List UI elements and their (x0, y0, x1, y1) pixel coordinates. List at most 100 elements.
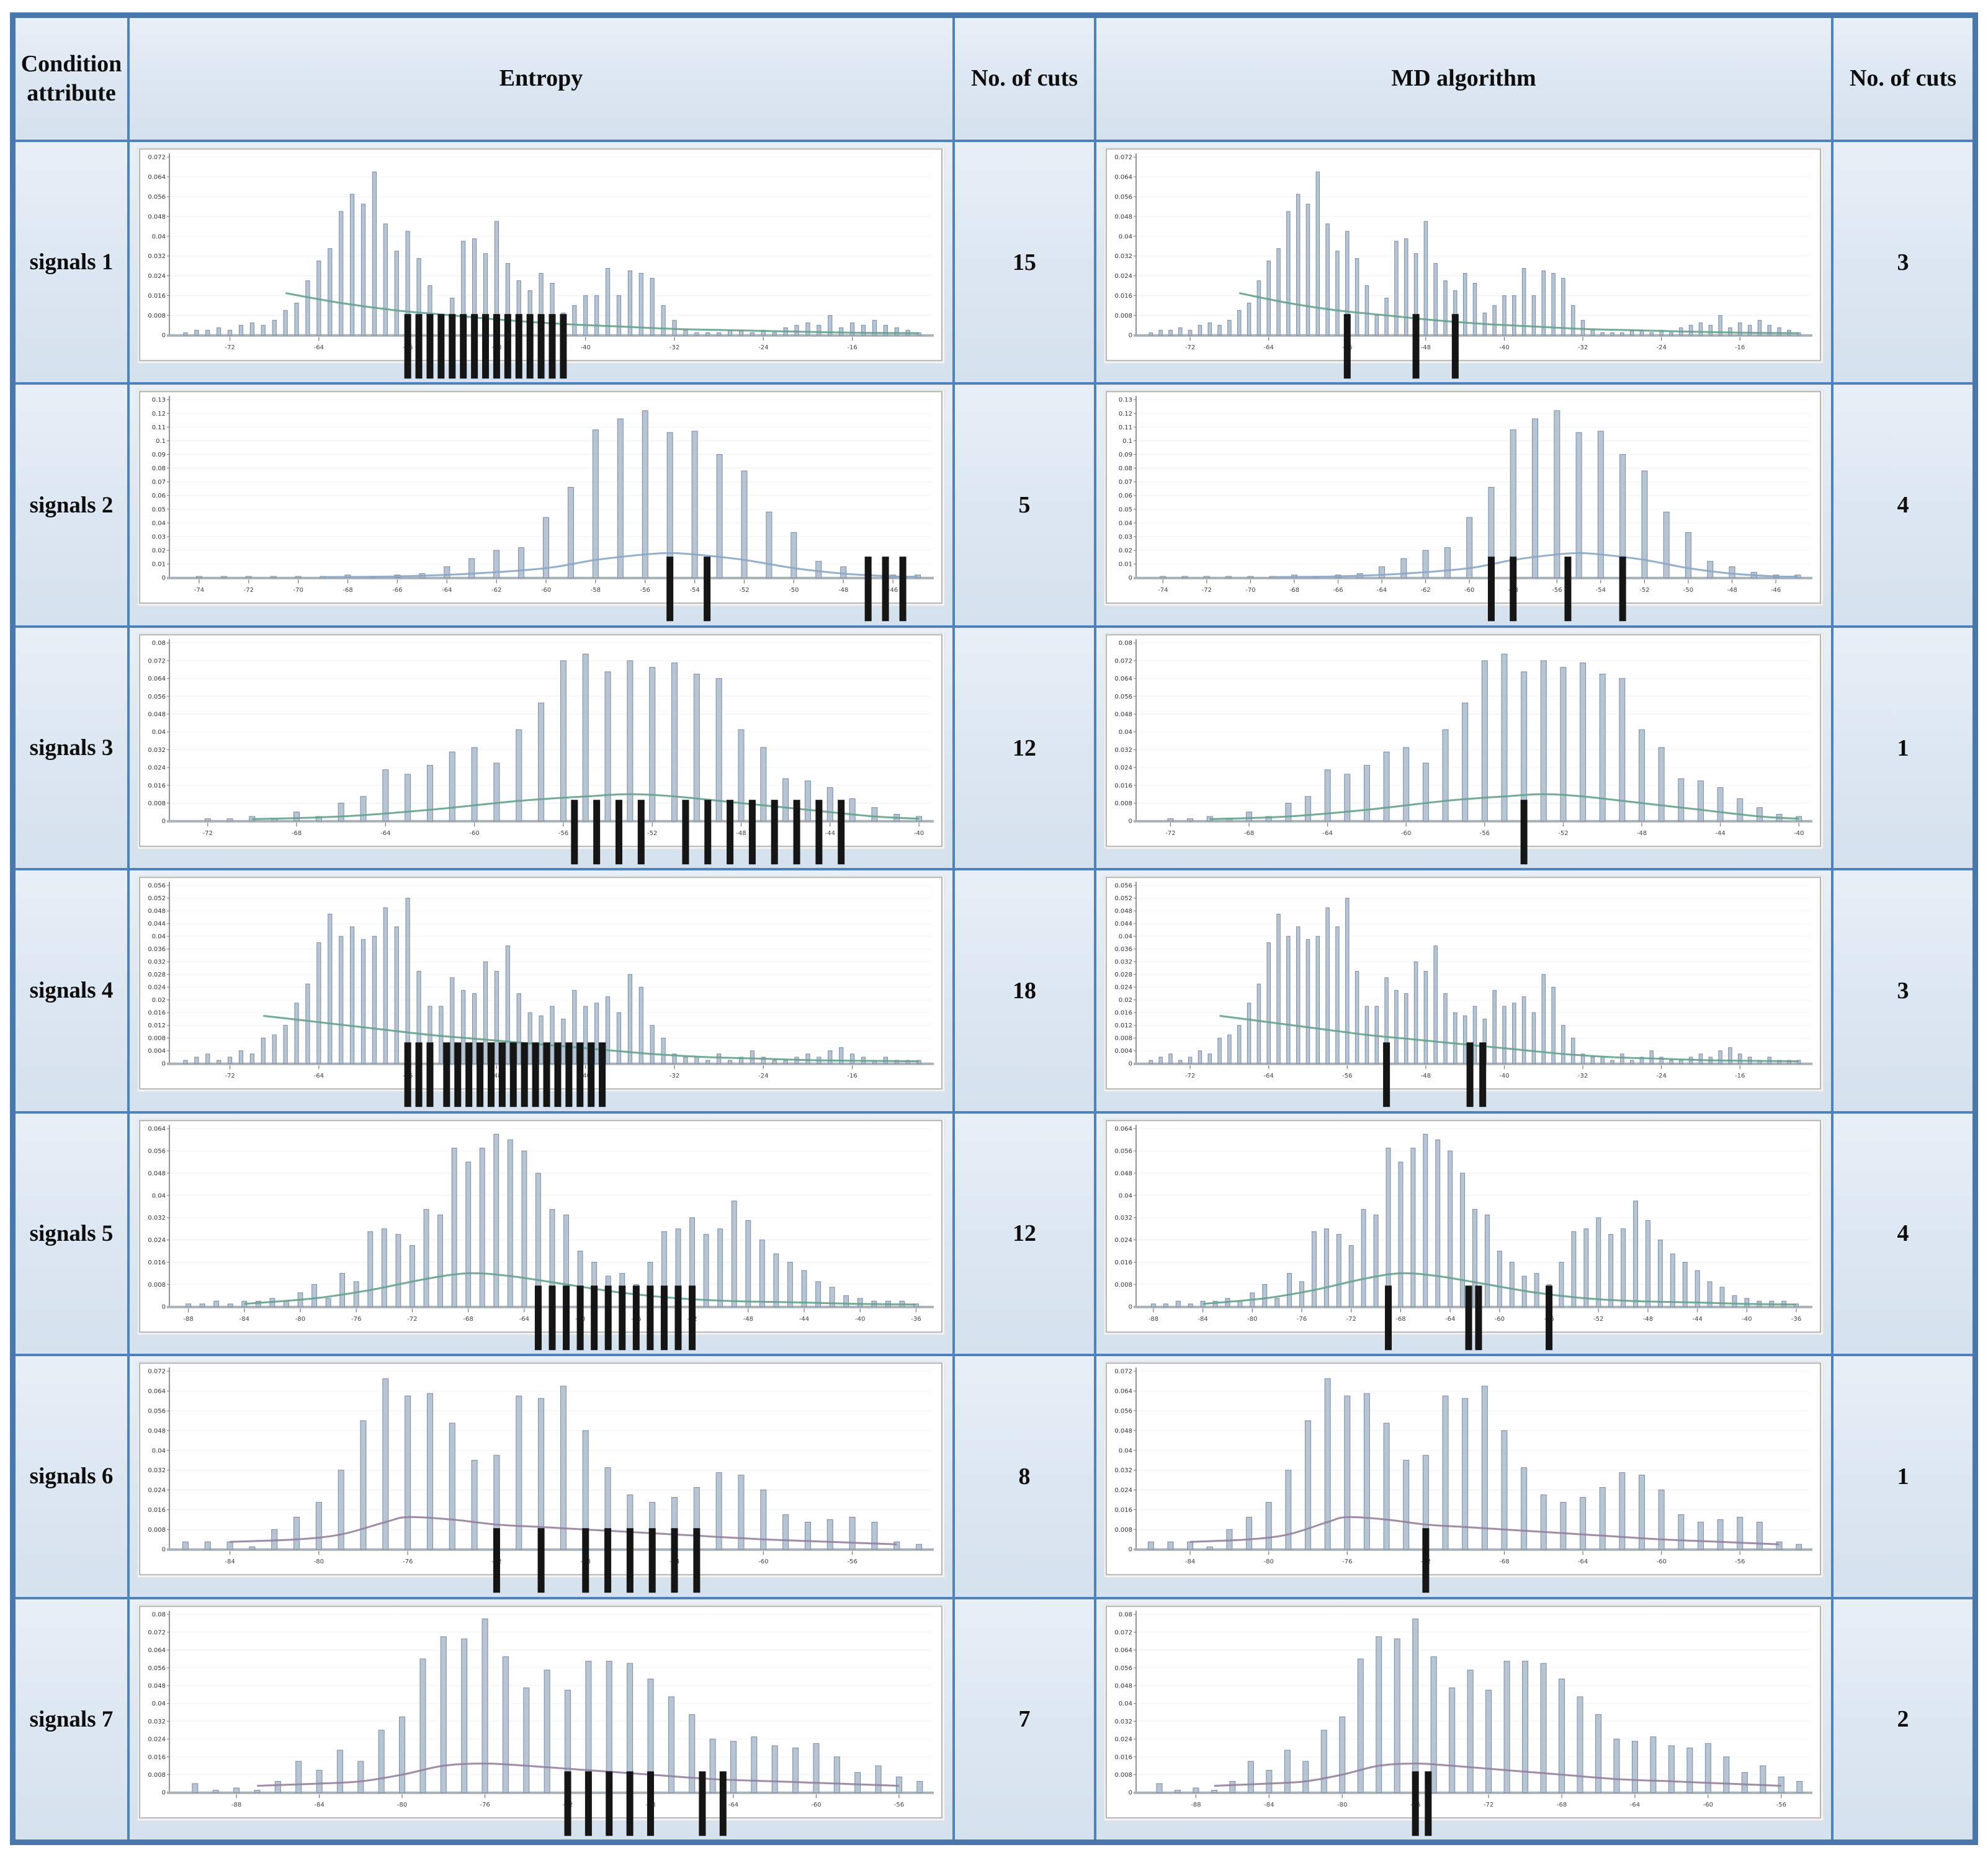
svg-text:-56: -56 (847, 1558, 857, 1565)
svg-text:-72: -72 (244, 588, 254, 594)
svg-text:-68: -68 (343, 588, 352, 594)
svg-text:-36: -36 (1791, 1316, 1801, 1323)
cuts-count-value: 3 (1897, 249, 1909, 275)
svg-text:0.016: 0.016 (148, 1507, 166, 1514)
svg-text:0.016: 0.016 (148, 1754, 166, 1761)
entropy-cuts-count-signals-6: 8 (955, 1356, 1094, 1597)
svg-text:0.052: 0.052 (1114, 895, 1132, 902)
svg-text:-56: -56 (894, 1802, 904, 1808)
svg-text:0.016: 0.016 (1114, 1507, 1132, 1514)
svg-text:0.064: 0.064 (1114, 1125, 1132, 1132)
axes: 0.008 0.016 0.024 0.032 0.04 0.048 0.056 0.064 0… (148, 1367, 934, 1565)
svg-text:0.048: 0.048 (148, 711, 166, 718)
svg-text:-80: -80 (397, 1802, 407, 1808)
svg-text:-60: -60 (1464, 588, 1474, 594)
svg-text:0.052: 0.052 (148, 895, 166, 902)
svg-text:0.032: 0.032 (148, 253, 166, 260)
md-chart-signals-3: 0.008 0.016 0.024 0.032 0.04 0.048 0.056 0.064 0… (1096, 627, 1831, 869)
svg-text:0.04: 0.04 (1119, 521, 1132, 527)
svg-text:0.012: 0.012 (1114, 1022, 1132, 1029)
svg-text:0.064: 0.064 (148, 1647, 166, 1654)
svg-text:-70: -70 (293, 588, 303, 594)
header-entropy-no-of-cuts-label: No. of cuts (970, 65, 1078, 92)
svg-text:0.008: 0.008 (148, 1035, 166, 1042)
svg-text:-16: -16 (1735, 344, 1745, 351)
svg-text:0.032: 0.032 (148, 1215, 166, 1222)
svg-text:0.024: 0.024 (1114, 273, 1132, 280)
svg-text:0.016: 0.016 (148, 1010, 166, 1017)
svg-text:-32: -32 (1578, 344, 1588, 351)
svg-text:0.048: 0.048 (148, 908, 166, 915)
row-label-signals-3: signals 3 (16, 627, 127, 869)
svg-text:0.04: 0.04 (152, 729, 166, 736)
svg-text:0.072: 0.072 (1114, 1629, 1132, 1636)
svg-text:0.008: 0.008 (1114, 1527, 1132, 1534)
row-label-signals-1: signals 1 (16, 142, 127, 383)
md-cuts-count-signals-2: 4 (1834, 385, 1972, 625)
svg-text:-80: -80 (1247, 1316, 1257, 1323)
md-cuts-count-signals-3: 1 (1834, 627, 1972, 869)
cuts-count-value: 15 (1013, 249, 1036, 275)
entropy-chart-signals-2: 0.01 0.02 0.03 0.04 0.05 0.06 0.07 0.08 0.09 0.1 0… (130, 385, 952, 625)
svg-text:0.032: 0.032 (148, 1718, 166, 1725)
svg-text:0: 0 (162, 1547, 166, 1553)
density-curve (1190, 1516, 1780, 1545)
svg-text:0.072: 0.072 (148, 154, 166, 161)
svg-text:0.05: 0.05 (1119, 507, 1132, 514)
svg-text:-56: -56 (1735, 1558, 1745, 1565)
svg-text:0.016: 0.016 (148, 1259, 166, 1266)
density-curve (1272, 552, 1798, 579)
histogram-bars (204, 653, 923, 821)
svg-text:-60: -60 (1401, 830, 1411, 837)
histogram-chart: 0.008 0.016 0.024 0.032 0.04 0.048 0.056 0.064 0… (1104, 633, 1824, 865)
svg-text:-68: -68 (463, 1316, 473, 1323)
svg-text:0.056: 0.056 (148, 694, 166, 700)
svg-text:-60: -60 (469, 830, 479, 837)
svg-text:-40: -40 (855, 1316, 865, 1323)
svg-text:0.08: 0.08 (152, 640, 166, 647)
svg-text:-80: -80 (1264, 1558, 1274, 1565)
svg-text:0.008: 0.008 (148, 1772, 166, 1779)
svg-text:0.072: 0.072 (1114, 658, 1132, 664)
svg-text:0.048: 0.048 (1114, 1170, 1132, 1177)
header-md-no-of-cuts: No. of cuts (1834, 18, 1972, 140)
entropy-chart-signals-1: 0.008 0.016 0.024 0.032 0.04 0.048 0.056 0.064 0… (130, 142, 952, 383)
md-cuts-count-signals-1: 3 (1834, 142, 1972, 383)
svg-text:-68: -68 (1499, 1558, 1509, 1565)
svg-text:0.072: 0.072 (148, 1629, 166, 1636)
svg-text:-32: -32 (1578, 1073, 1588, 1079)
svg-text:0.03: 0.03 (1119, 534, 1132, 541)
svg-text:0.016: 0.016 (1114, 1010, 1132, 1017)
histogram-chart: 0.008 0.016 0.024 0.032 0.04 0.048 0.056 0.064 0… (137, 633, 945, 865)
svg-text:0.008: 0.008 (1114, 1772, 1132, 1779)
svg-text:0.056: 0.056 (148, 1148, 166, 1155)
svg-text:-62: -62 (491, 588, 501, 594)
svg-text:0.024: 0.024 (148, 985, 166, 991)
svg-text:0.032: 0.032 (1114, 747, 1132, 754)
svg-text:0.008: 0.008 (148, 1527, 166, 1534)
row-label-text: signals 3 (29, 735, 114, 761)
svg-text:0: 0 (162, 575, 166, 582)
histogram-bars (183, 171, 921, 336)
md-chart-signals-7: 0.008 0.016 0.024 0.032 0.04 0.048 0.056 0.064 0… (1096, 1599, 1831, 1839)
svg-text:0: 0 (1129, 575, 1132, 582)
entropy-chart-signals-6: 0.008 0.016 0.024 0.032 0.04 0.048 0.056 0.064 0… (130, 1356, 952, 1597)
svg-text:-84: -84 (1264, 1802, 1274, 1808)
svg-text:0.13: 0.13 (1119, 397, 1132, 404)
svg-text:0.024: 0.024 (1114, 1736, 1132, 1743)
svg-text:-62: -62 (1420, 588, 1430, 594)
svg-text:-72: -72 (1185, 1073, 1195, 1079)
svg-text:-88: -88 (231, 1802, 241, 1808)
svg-text:-56: -56 (1480, 830, 1490, 837)
cut-marks (1520, 800, 1528, 865)
svg-text:-64: -64 (728, 1802, 738, 1808)
svg-text:-46: -46 (888, 588, 898, 594)
svg-text:0.024: 0.024 (148, 764, 166, 771)
svg-text:-60: -60 (1656, 1558, 1666, 1565)
svg-text:0.056: 0.056 (148, 194, 166, 200)
row-label-text: signals 6 (29, 1464, 114, 1490)
histogram-bars (1147, 1378, 1802, 1550)
entropy-cuts-count-signals-5: 12 (955, 1113, 1094, 1354)
svg-text:0.02: 0.02 (1119, 997, 1132, 1004)
comparison-table: Condition attribute Entropy No. of cuts … (10, 12, 1978, 1845)
